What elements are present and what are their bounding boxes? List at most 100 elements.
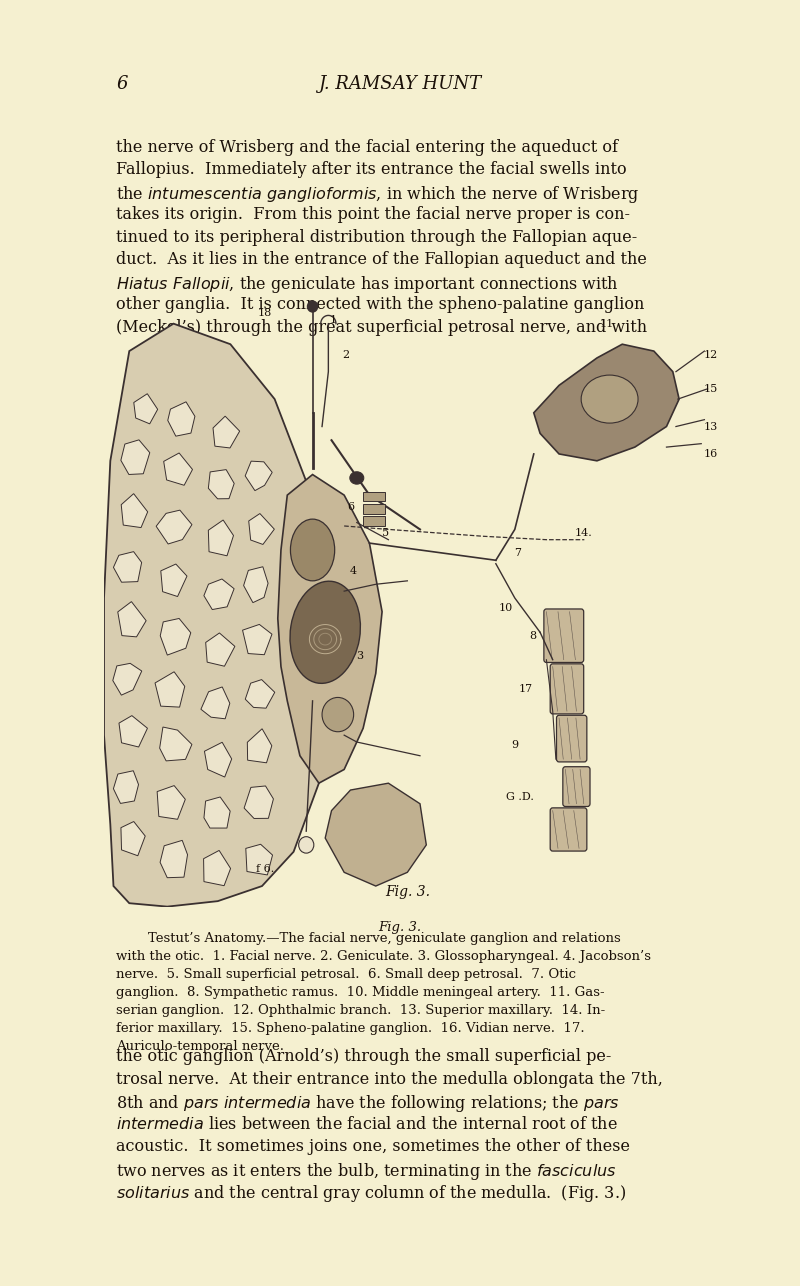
Text: duct.  As it lies in the entrance of the Fallopian aqueduct and the: duct. As it lies in the entrance of the … xyxy=(116,252,647,269)
Polygon shape xyxy=(164,453,193,485)
Polygon shape xyxy=(122,494,148,527)
Text: (Meckel’s) through the great superficial petrosal nerve, and with: (Meckel’s) through the great superficial… xyxy=(116,319,647,336)
Polygon shape xyxy=(121,822,146,855)
Polygon shape xyxy=(160,840,187,878)
Ellipse shape xyxy=(581,376,638,423)
Text: the $\mathit{intumescentia\ ganglioformis}$, in which the nerve of Wrisberg: the $\mathit{intumescentia\ ganglioformi… xyxy=(116,184,639,204)
Bar xyxy=(363,491,386,502)
Text: 16: 16 xyxy=(703,449,718,459)
Polygon shape xyxy=(119,715,147,747)
Text: acoustic.  It sometimes joins one, sometimes the other of these: acoustic. It sometimes joins one, someti… xyxy=(116,1138,630,1155)
Text: 8th and $\mathit{pars\ intermedia}$ have the following relations; the $\mathit{p: 8th and $\mathit{pars\ intermedia}$ have… xyxy=(116,1093,620,1114)
Text: ferior maxillary.  15. Spheno-palatine ganglion.  16. Vidian nerve.  17.: ferior maxillary. 15. Spheno-palatine ga… xyxy=(116,1022,585,1035)
Text: J. RAMSAY HUNT: J. RAMSAY HUNT xyxy=(318,75,482,93)
Polygon shape xyxy=(204,579,234,610)
Text: 3: 3 xyxy=(356,651,363,661)
Polygon shape xyxy=(121,440,150,475)
Text: the otic ganglion (Arnold’s) through the small superficial pe-: the otic ganglion (Arnold’s) through the… xyxy=(116,1048,611,1065)
Polygon shape xyxy=(208,469,234,499)
Polygon shape xyxy=(244,786,274,818)
Text: 12: 12 xyxy=(703,350,718,360)
FancyBboxPatch shape xyxy=(557,715,587,761)
Polygon shape xyxy=(246,679,274,709)
Ellipse shape xyxy=(290,520,334,581)
Text: other ganglia.  It is connected with the spheno-palatine ganglion: other ganglia. It is connected with the … xyxy=(116,297,644,314)
Polygon shape xyxy=(160,727,192,761)
Polygon shape xyxy=(104,324,331,907)
Text: tinued to its peripheral distribution through the Fallopian aque-: tinued to its peripheral distribution th… xyxy=(116,229,638,246)
Text: 10: 10 xyxy=(498,603,513,613)
Text: serian ganglion.  12. Ophthalmic branch.  13. Superior maxillary.  14. In-: serian ganglion. 12. Ophthalmic branch. … xyxy=(116,1004,606,1017)
Polygon shape xyxy=(326,783,426,886)
Polygon shape xyxy=(201,687,230,719)
Text: 6: 6 xyxy=(347,503,354,512)
Polygon shape xyxy=(134,394,158,424)
Polygon shape xyxy=(114,552,142,583)
Polygon shape xyxy=(208,520,234,556)
Circle shape xyxy=(307,301,318,312)
Polygon shape xyxy=(249,513,274,544)
Ellipse shape xyxy=(322,697,354,732)
Text: the nerve of Wrisberg and the facial entering the aqueduct of: the nerve of Wrisberg and the facial ent… xyxy=(116,139,618,156)
Polygon shape xyxy=(244,567,268,603)
Polygon shape xyxy=(118,602,146,637)
FancyBboxPatch shape xyxy=(550,808,587,851)
Polygon shape xyxy=(246,845,273,874)
Polygon shape xyxy=(204,797,230,828)
Text: 18: 18 xyxy=(258,309,272,319)
Text: takes its origin.  From this point the facial nerve proper is con-: takes its origin. From this point the fa… xyxy=(116,206,630,224)
Text: Fig. 3.: Fig. 3. xyxy=(378,921,422,934)
Polygon shape xyxy=(213,417,240,448)
Polygon shape xyxy=(160,619,190,655)
Polygon shape xyxy=(245,462,272,491)
Text: 8: 8 xyxy=(529,630,536,640)
Text: G .D.: G .D. xyxy=(506,792,534,802)
Text: 5: 5 xyxy=(382,527,389,538)
Polygon shape xyxy=(157,786,186,819)
Bar xyxy=(363,504,386,513)
Ellipse shape xyxy=(290,581,361,683)
Text: ganglion.  8. Sympathetic ramus.  10. Middle meningeal artery.  11. Gas-: ganglion. 8. Sympathetic ramus. 10. Midd… xyxy=(116,986,605,999)
Text: 17: 17 xyxy=(519,684,534,693)
Text: nerve.  5. Small superficial petrosal.  6. Small deep petrosal.  7. Otic: nerve. 5. Small superficial petrosal. 6.… xyxy=(116,968,576,981)
Polygon shape xyxy=(168,401,195,436)
Text: Fig. 3.: Fig. 3. xyxy=(385,885,430,899)
Text: Testut’s Anatomy.—The facial nerve, geniculate ganglion and relations: Testut’s Anatomy.—The facial nerve, geni… xyxy=(148,932,621,945)
Text: 1: 1 xyxy=(330,315,336,325)
Polygon shape xyxy=(203,850,230,886)
FancyBboxPatch shape xyxy=(550,664,584,714)
Polygon shape xyxy=(247,729,272,763)
Polygon shape xyxy=(156,511,192,544)
Polygon shape xyxy=(242,625,272,655)
Text: f 6.: f 6. xyxy=(256,864,274,874)
Text: 2: 2 xyxy=(342,350,349,360)
Text: 13: 13 xyxy=(703,422,718,432)
FancyBboxPatch shape xyxy=(544,610,584,662)
Text: 15: 15 xyxy=(703,383,718,394)
Text: trosal nerve.  At their entrance into the medulla oblongata the 7th,: trosal nerve. At their entrance into the… xyxy=(116,1070,663,1088)
Polygon shape xyxy=(278,475,382,783)
Text: Auriculo-temporal nerve.: Auriculo-temporal nerve. xyxy=(116,1040,284,1053)
Polygon shape xyxy=(114,770,138,804)
Polygon shape xyxy=(534,345,679,460)
Text: $\mathit{intermedia}$ lies between the facial and the internal root of the: $\mathit{intermedia}$ lies between the f… xyxy=(116,1115,618,1133)
Text: with the otic.  1. Facial nerve. 2. Geniculate. 3. Glossopharyngeal. 4. Jacobson: with the otic. 1. Facial nerve. 2. Genic… xyxy=(116,950,651,963)
Text: Fallopius.  Immediately after its entrance the facial swells into: Fallopius. Immediately after its entranc… xyxy=(116,162,626,179)
Ellipse shape xyxy=(350,472,364,484)
Text: two nerves as it enters the bulb, terminating in the $\mathit{fasciculus}$: two nerves as it enters the bulb, termin… xyxy=(116,1160,617,1182)
Text: 11: 11 xyxy=(599,319,614,329)
Text: 9: 9 xyxy=(511,741,518,751)
Polygon shape xyxy=(206,633,235,666)
Polygon shape xyxy=(113,664,142,696)
Bar xyxy=(363,517,386,526)
FancyBboxPatch shape xyxy=(563,766,590,806)
Polygon shape xyxy=(155,671,185,707)
Text: 4: 4 xyxy=(350,566,358,576)
Text: $\mathit{solitarius}$ and the central gray column of the medulla.  (Fig. 3.): $\mathit{solitarius}$ and the central gr… xyxy=(116,1183,626,1204)
Text: 6: 6 xyxy=(116,75,127,93)
Polygon shape xyxy=(161,565,187,597)
Text: 14.: 14. xyxy=(574,527,592,538)
Text: 7: 7 xyxy=(514,548,522,558)
Text: $\mathit{Hiatus\ Fallopii}$, the geniculate has important connections with: $\mathit{Hiatus\ Fallopii}$, the genicul… xyxy=(116,274,618,294)
Polygon shape xyxy=(205,742,232,777)
